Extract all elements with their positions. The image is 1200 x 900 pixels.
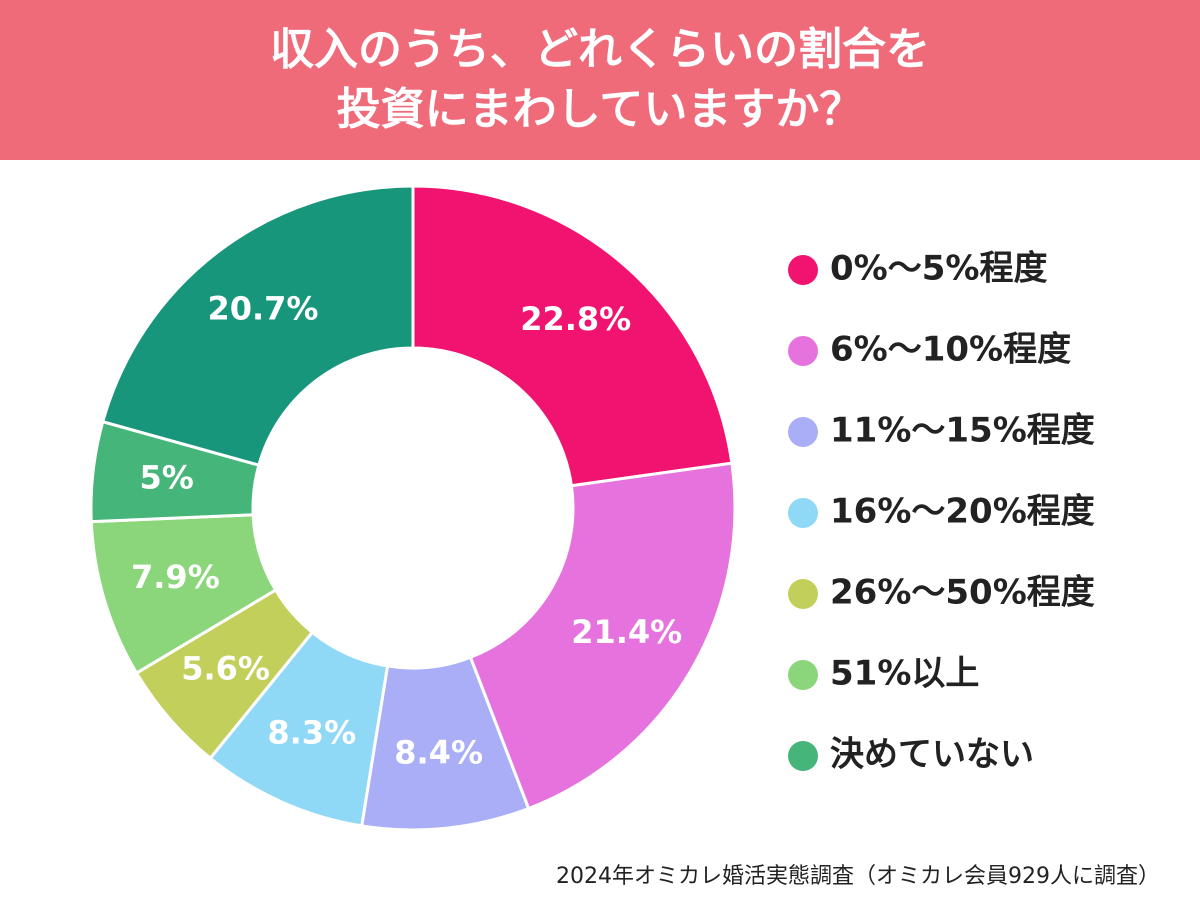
- donut-slice: [411, 184, 734, 488]
- legend-swatch: [788, 417, 818, 447]
- data-label: 21.4%: [571, 613, 682, 651]
- legend-swatch: [788, 741, 818, 771]
- data-label: 20.7%: [207, 290, 318, 328]
- donut-slice: [100, 184, 415, 467]
- data-label: 7.9%: [131, 558, 220, 596]
- data-label: 5%: [139, 459, 193, 497]
- data-label: 22.8%: [520, 300, 631, 338]
- legend-swatch: [788, 579, 818, 609]
- source-note: 2024年オミカレ婚活実態調査（オミカレ会員929人に調査）: [556, 864, 1160, 889]
- chart-title: 収入のうち、どれくらいの割合を: [270, 24, 930, 75]
- legend-label: 26%〜50%程度: [830, 573, 1095, 613]
- legend-label: 16%〜20%程度: [830, 492, 1095, 532]
- legend-swatch: [788, 255, 818, 285]
- legend-label: 決めていない: [830, 735, 1034, 775]
- legend-swatch: [788, 660, 818, 690]
- header-band: [0, 0, 1200, 160]
- data-label: 8.3%: [267, 713, 356, 751]
- legend-label: 0%〜5%程度: [830, 249, 1047, 289]
- legend-label: 51%以上: [830, 654, 979, 694]
- legend-swatch: [788, 336, 818, 366]
- legend-label: 6%〜10%程度: [830, 330, 1071, 370]
- chart-title: 投資にまわしていますか？: [337, 84, 864, 135]
- donut-slice: [468, 461, 737, 811]
- legend-swatch: [788, 498, 818, 528]
- data-label: 5.6%: [181, 649, 270, 687]
- legend-label: 11%〜15%程度: [830, 411, 1095, 451]
- data-label: 8.4%: [394, 734, 483, 772]
